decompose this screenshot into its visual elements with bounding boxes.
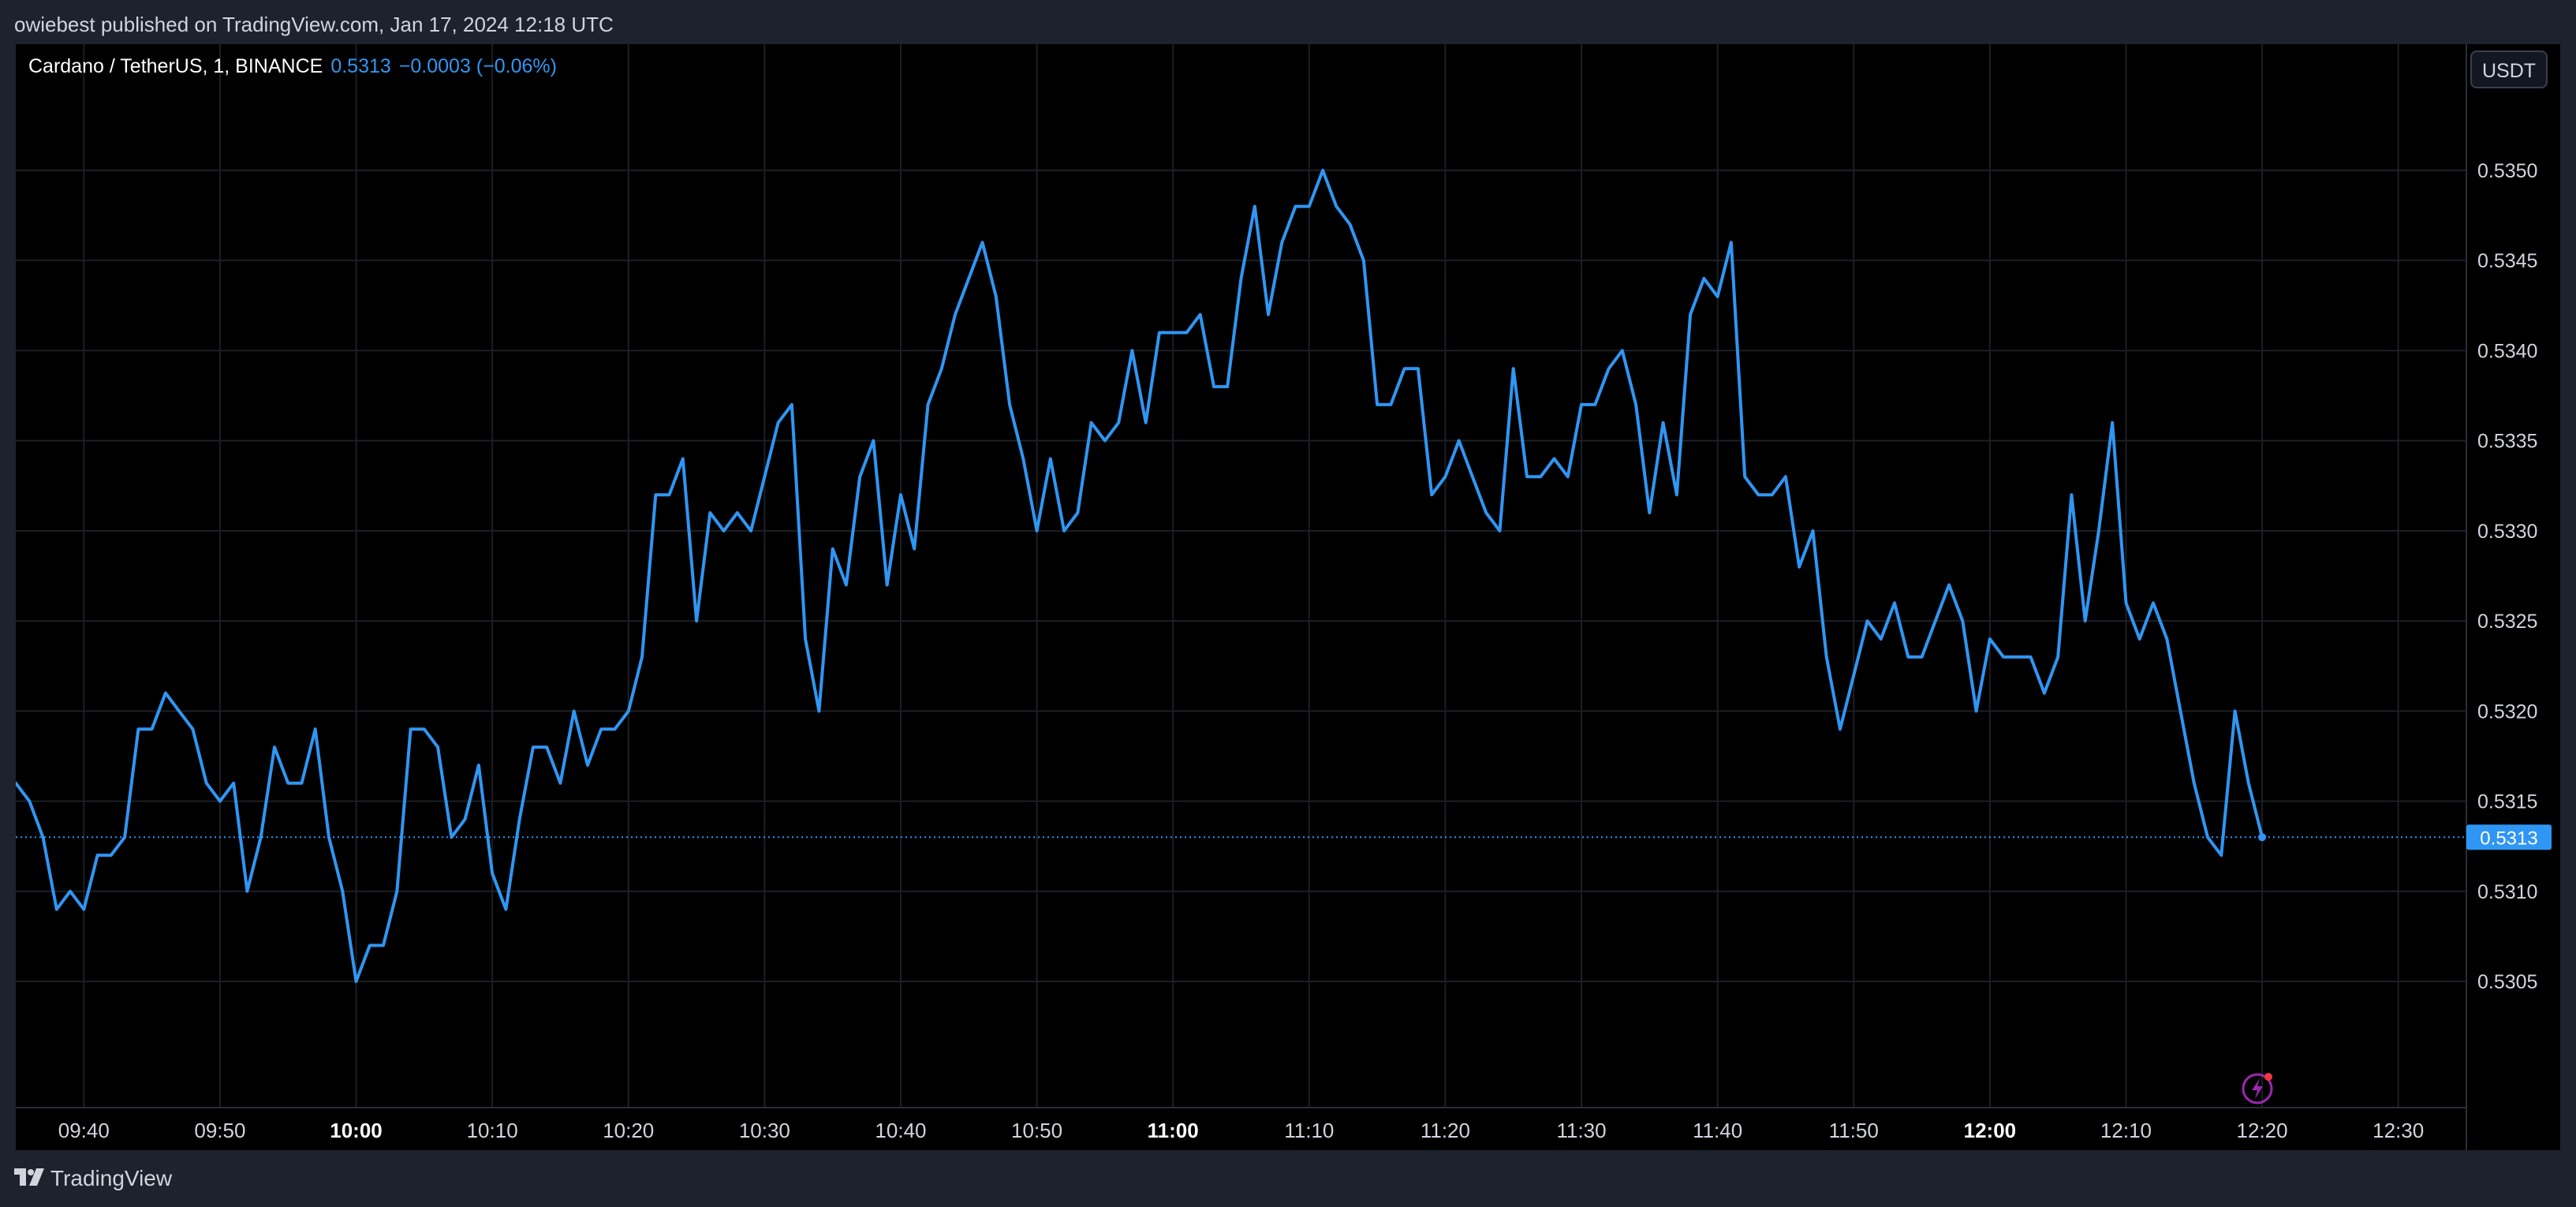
- x-tick-label: 09:40: [58, 1119, 110, 1142]
- y-tick-label: 0.5350: [2477, 160, 2537, 182]
- y-tick-label: 0.5320: [2477, 701, 2537, 723]
- x-tick-label: 12:20: [2237, 1119, 2288, 1142]
- x-tick-label: 10:40: [875, 1119, 926, 1142]
- legend-price: 0.5313: [330, 55, 391, 77]
- price-series-line: [16, 168, 2264, 984]
- flash-icon[interactable]: [2240, 1068, 2278, 1110]
- y-tick-label: 0.5330: [2477, 521, 2537, 543]
- y-tick-label: 0.5335: [2477, 431, 2537, 453]
- x-tick-label: 12:30: [2373, 1119, 2424, 1142]
- tradingview-logo-icon[interactable]: [14, 1164, 44, 1193]
- x-tick-label: 10:20: [603, 1119, 654, 1142]
- chart-area[interactable]: 0.5305 0.5310 0.5315 0.5320 0.5325 0.5330 0.53…: [16, 44, 2560, 1150]
- symbol-title[interactable]: Cardano / TetherUS, 1, BINANCE: [28, 55, 323, 77]
- x-tick-label: 11:40: [1693, 1119, 1742, 1142]
- x-tick-label: 11:30: [1556, 1119, 1606, 1142]
- footer: TradingView: [14, 1164, 172, 1193]
- symbol-legend[interactable]: Cardano / TetherUS, 1, BINANCE 0.5313 −0.0…: [28, 52, 557, 80]
- y-tick-label: 0.5345: [2477, 250, 2537, 272]
- legend-change: −0.0003 (−0.06%): [398, 55, 557, 77]
- currency-button[interactable]: USDT: [2470, 50, 2548, 88]
- price-scale[interactable]: 0.5305 0.5310 0.5315 0.5320 0.5325 0.5330 0.53…: [2477, 160, 2537, 993]
- grid: [16, 44, 2466, 1108]
- x-tick-label: 10:10: [467, 1119, 518, 1142]
- svg-text:0.5313: 0.5313: [2480, 828, 2537, 849]
- x-tick-label: 12:10: [2100, 1119, 2152, 1142]
- y-tick-label: 0.5325: [2477, 611, 2537, 633]
- x-tick-label: 11:00: [1148, 1119, 1199, 1142]
- y-tick-label: 0.5340: [2477, 340, 2537, 362]
- y-tick-label: 0.5315: [2477, 791, 2537, 813]
- time-scale[interactable]: 09:40 09:50 10:00 10:10 10:20 10:30 10:40 10:50…: [58, 1119, 2424, 1142]
- y-tick-label: 0.5305: [2477, 971, 2537, 993]
- x-tick-label: 12:00: [1964, 1119, 2017, 1142]
- y-tick-label: 0.5310: [2477, 881, 2537, 903]
- x-tick-label: 09:50: [194, 1119, 245, 1142]
- x-tick-label: 11:20: [1421, 1119, 1470, 1142]
- x-tick-label: 10:00: [330, 1119, 383, 1142]
- x-tick-label: 10:30: [739, 1119, 790, 1142]
- x-tick-label: 11:50: [1829, 1119, 1879, 1142]
- x-tick-label: 11:10: [1284, 1119, 1334, 1142]
- price-chart[interactable]: 0.5305 0.5310 0.5315 0.5320 0.5325 0.5330 0.53…: [16, 44, 2560, 1150]
- x-tick-label: 10:50: [1011, 1119, 1062, 1142]
- brand-name[interactable]: TradingView: [50, 1166, 173, 1190]
- publish-info: owiebest published on TradingView.com, J…: [14, 13, 614, 36]
- last-price-point: [2258, 833, 2267, 842]
- last-price-label: 0.5313: [2466, 824, 2552, 850]
